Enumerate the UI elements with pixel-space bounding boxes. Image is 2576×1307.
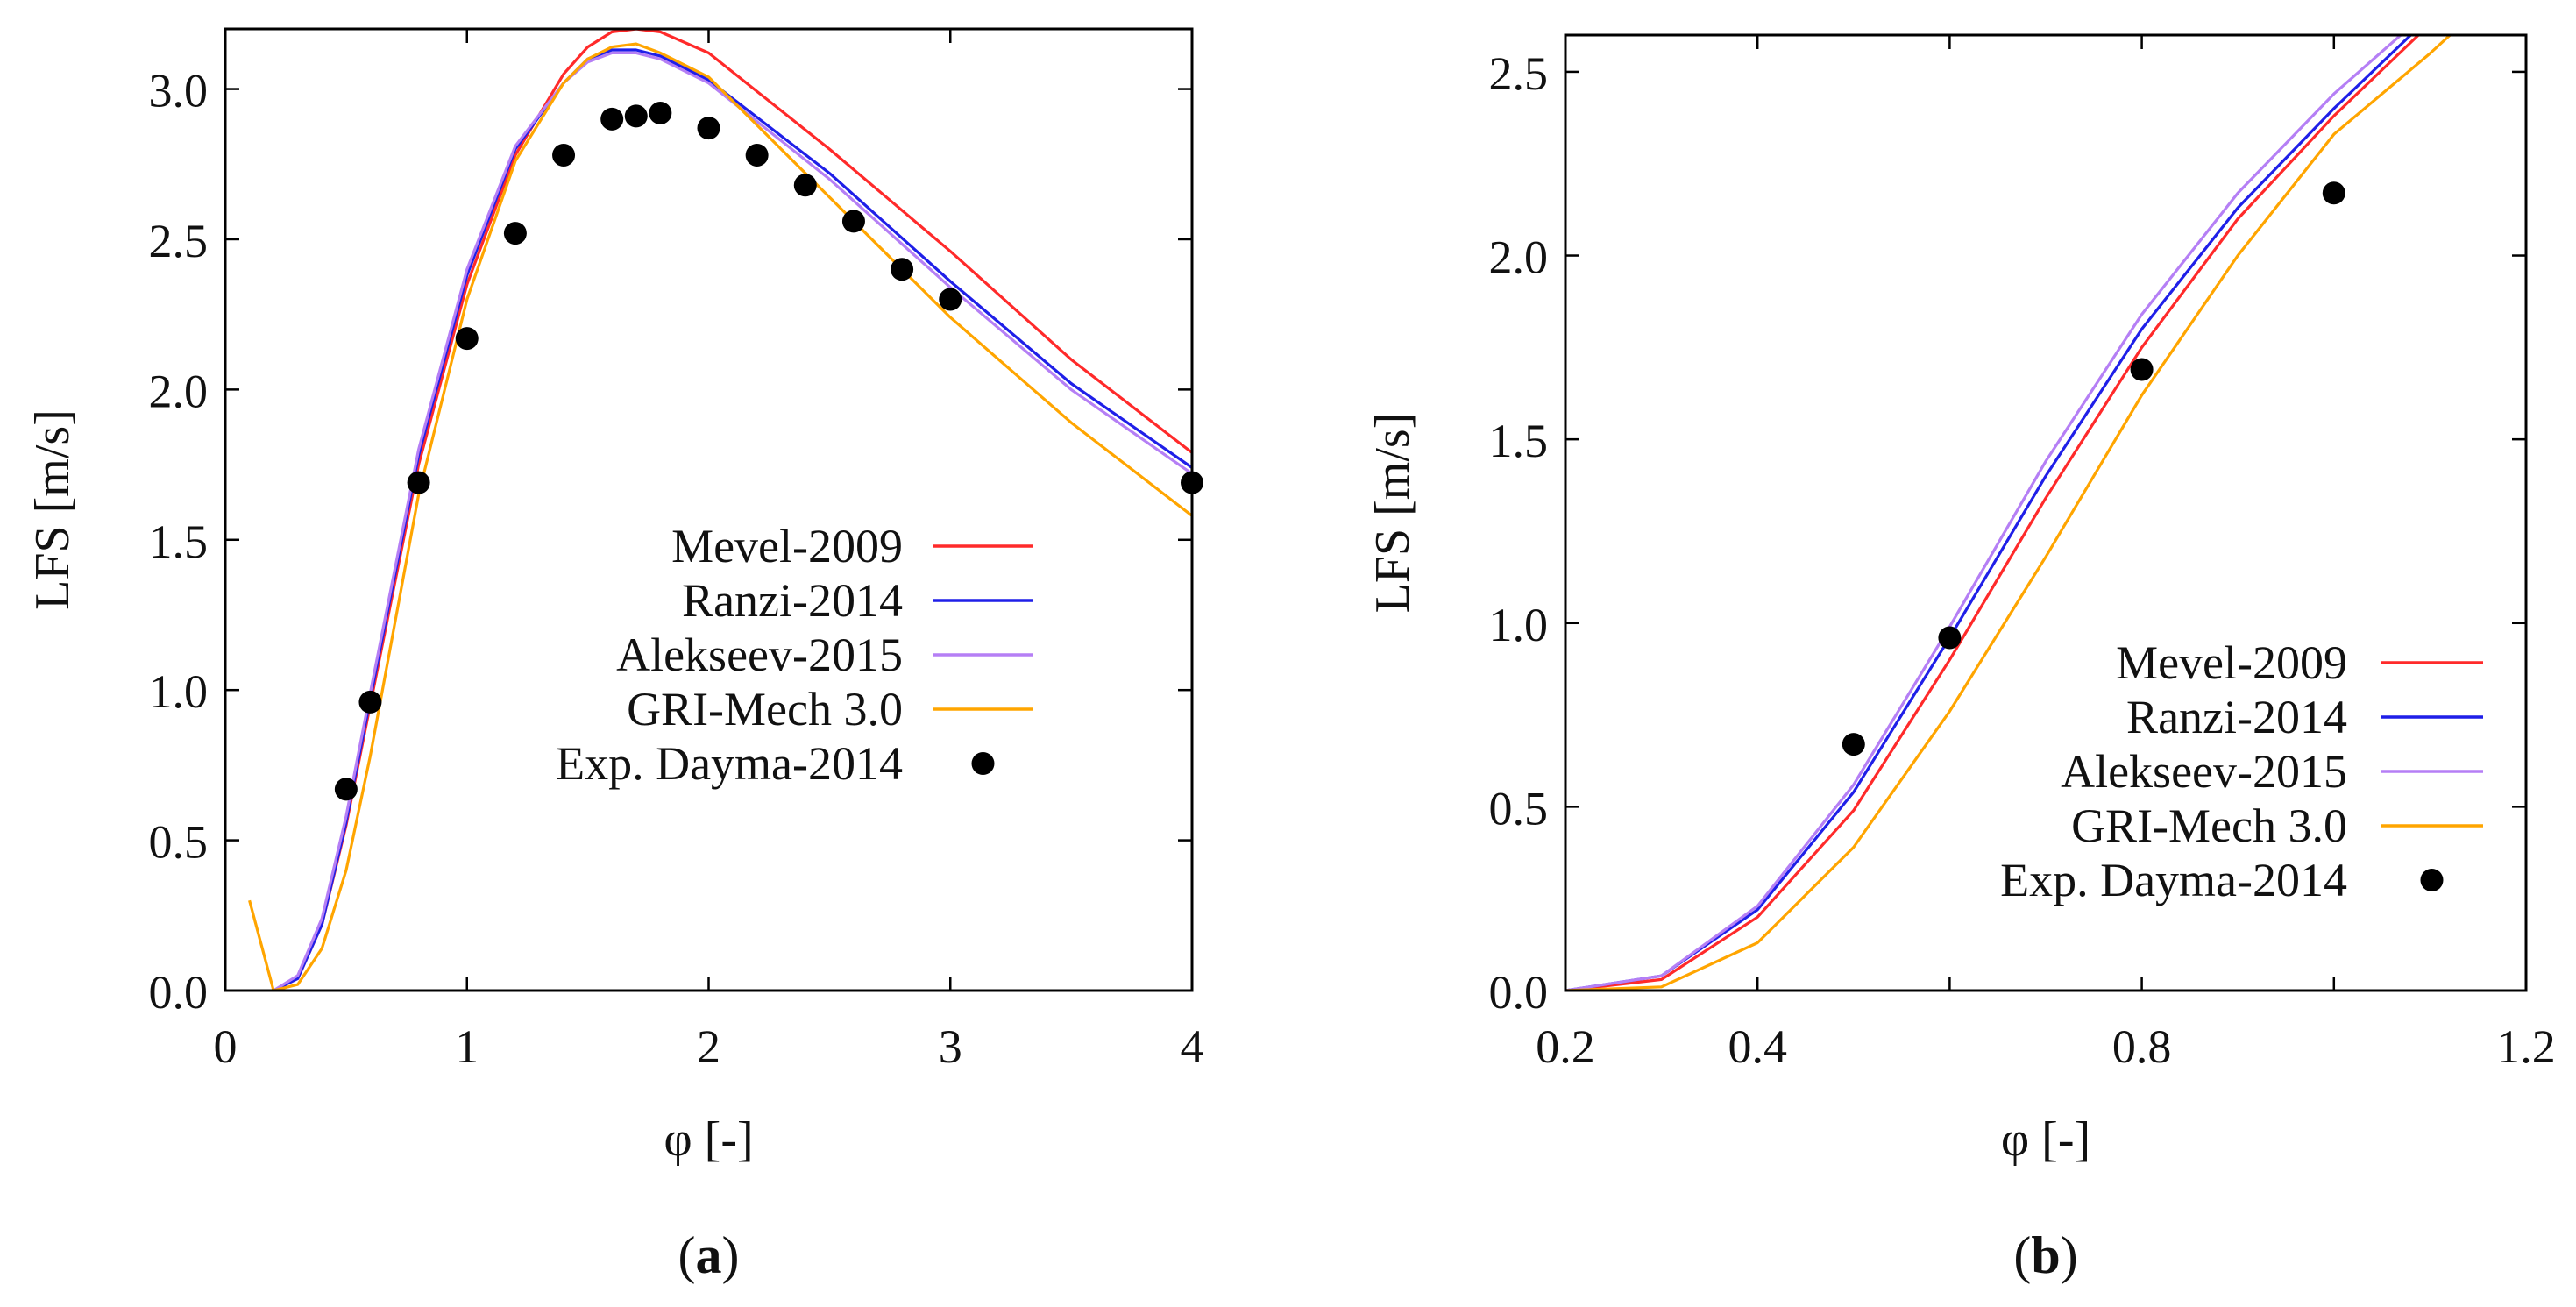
panel-label-open: ( [2013, 1226, 2031, 1284]
y-tick-label: 0.5 [1489, 782, 1549, 835]
x-axis-title: φ [-] [2001, 1112, 2090, 1167]
x-tick-label: 0.4 [1728, 1020, 1787, 1073]
data-point-exp-dayma-2014 [939, 288, 962, 311]
legend-label-ranzi-2014: Ranzi-2014 [2126, 691, 2347, 743]
panel-label-close: ) [2061, 1226, 2078, 1284]
x-axis-title: φ [-] [664, 1112, 753, 1167]
legend-label-exp-dayma-2014: Exp. Dayma-2014 [2000, 854, 2347, 906]
legend-label-alekseev-2015: Alekseev-2015 [2061, 745, 2347, 798]
panel-label-letter: b [2031, 1226, 2060, 1284]
panel-label-close: ) [722, 1226, 740, 1284]
panel-label: (a) [678, 1226, 740, 1284]
legend-label-gri-mech-3-0: GRI-Mech 3.0 [627, 683, 903, 735]
legend-label-mevel-2009: Mevel-2009 [671, 520, 903, 572]
y-tick-label: 1.5 [149, 515, 209, 568]
y-axis-title: LFS [m/s] [1366, 413, 1420, 614]
series-line-mevel-2009 [1565, 35, 2421, 991]
panel-label-open: ( [678, 1226, 696, 1284]
plot-area [248, 29, 1192, 991]
y-tick-label: 0.0 [1489, 966, 1549, 1019]
data-point-exp-dayma-2014 [2322, 181, 2345, 205]
series-line-mevel-2009 [273, 29, 1192, 991]
x-tick-label: 1.2 [2496, 1020, 2556, 1073]
y-tick-label: 1.0 [1489, 599, 1549, 651]
legend-label-ranzi-2014: Ranzi-2014 [682, 574, 903, 627]
plot-frame [224, 27, 1194, 992]
x-tick-label: 4 [1181, 1020, 1204, 1073]
legend: Mevel-2009Ranzi-2014Alekseev-2015GRI-Mec… [556, 520, 1033, 790]
panel-b: 0.0 0.5 1.0 1.5 2.0 2.5 0.2 0.4 0.8 1.2 Mevel-2009… [1366, 33, 2556, 1284]
y-tick-label: 0.0 [149, 966, 209, 1019]
panel-a: 0.0 0.5 1.0 1.5 2.0 2.5 3.0 0 1 2 3 4 Mevel-2009Ranz… [25, 27, 1204, 1284]
legend-swatch-exp-dayma-2014 [971, 752, 995, 775]
series-line-alekseev-2015 [1565, 35, 2403, 991]
data-point-exp-dayma-2014 [624, 104, 648, 128]
legend-label-mevel-2009: Mevel-2009 [2116, 636, 2347, 689]
legend-label-exp-dayma-2014: Exp. Dayma-2014 [556, 737, 903, 790]
data-point-exp-dayma-2014 [1842, 733, 1865, 756]
y-tick-label: 2.0 [1489, 231, 1549, 284]
data-point-exp-dayma-2014 [745, 143, 769, 167]
x-tick-label: 0.8 [2112, 1020, 2172, 1073]
data-point-exp-dayma-2014 [334, 778, 358, 801]
y-axis-title: LFS [m/s] [25, 409, 80, 610]
y-tick-label: 2.5 [149, 215, 209, 267]
data-point-exp-dayma-2014 [552, 143, 576, 167]
data-point-exp-dayma-2014 [2130, 358, 2154, 381]
plot-frame [1564, 33, 2528, 992]
series-line-gri-mech-3-0 [1565, 35, 2452, 991]
y-tick-label: 2.5 [1489, 47, 1549, 100]
x-tick-label: 0.2 [1536, 1020, 1595, 1073]
data-point-exp-dayma-2014 [503, 222, 527, 245]
data-point-exp-dayma-2014 [455, 327, 479, 351]
x-tick-label: 3 [939, 1020, 962, 1073]
y-tick-label: 1.5 [1489, 415, 1549, 467]
legend: Mevel-2009Ranzi-2014Alekseev-2015GRI-Mec… [2000, 636, 2483, 906]
legend-label-gri-mech-3-0: GRI-Mech 3.0 [2071, 799, 2347, 852]
y-tick-label: 2.0 [149, 365, 209, 417]
series-line-ranzi-2014 [1565, 35, 2413, 991]
data-point-exp-dayma-2014 [891, 258, 914, 281]
data-point-exp-dayma-2014 [1938, 626, 1962, 650]
y-tick-label: 3.0 [149, 65, 209, 117]
data-point-exp-dayma-2014 [407, 471, 430, 494]
data-point-exp-dayma-2014 [793, 174, 817, 197]
data-point-exp-dayma-2014 [841, 210, 865, 233]
panel-label: (b) [2013, 1226, 2077, 1284]
legend-label-alekseev-2015: Alekseev-2015 [616, 629, 903, 681]
x-tick-label: 2 [697, 1020, 720, 1073]
data-point-exp-dayma-2014 [600, 107, 624, 131]
legend-swatch-exp-dayma-2014 [2420, 869, 2444, 891]
x-tick-label: 1 [455, 1020, 479, 1073]
data-point-exp-dayma-2014 [649, 101, 672, 124]
data-point-exp-dayma-2014 [358, 690, 382, 714]
y-tick-label: 0.5 [149, 816, 209, 869]
plot-area [1565, 35, 2452, 991]
panel-label-letter: a [696, 1226, 722, 1284]
series-line-gri-mech-3-0 [248, 42, 1192, 991]
x-tick-label: 0 [214, 1020, 238, 1073]
data-point-exp-dayma-2014 [697, 117, 720, 140]
y-tick-label: 1.0 [149, 665, 209, 718]
